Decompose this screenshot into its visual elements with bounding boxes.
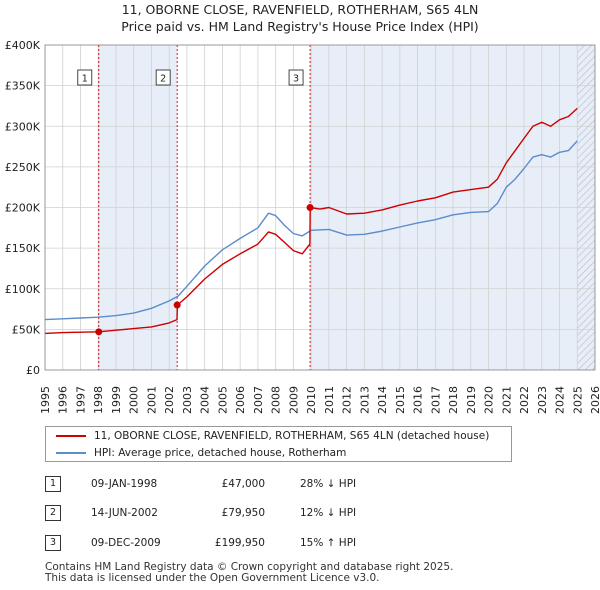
y-tick-label: £150K [5, 242, 41, 255]
x-tick-label: 1998 [92, 386, 105, 414]
chart-title: 11, OBORNE CLOSE, RAVENFIELD, ROTHERHAM,… [121, 2, 479, 17]
x-tick-label: 2014 [376, 386, 389, 414]
legend-swatch-property [56, 435, 86, 437]
x-tick-label: 2023 [536, 386, 549, 414]
sale-price: £199,950 [214, 537, 265, 549]
sale-point [95, 328, 103, 336]
x-tick-label: 2001 [145, 386, 158, 414]
chart: 1 2 3 £0 £50K £100K £150K £200K £250K £300K £350K… [5, 39, 600, 414]
x-tick-label: 2004 [199, 386, 212, 414]
legend-item-property: 11, OBORNE CLOSE, RAVENFIELD, ROTHERHAM,… [56, 428, 489, 444]
sale-number-badge: 1 [45, 476, 61, 492]
x-tick-label: 2005 [216, 386, 229, 414]
x-tick-label: 2012 [341, 386, 354, 414]
sale-point [173, 301, 181, 309]
sale-label-box [77, 69, 93, 86]
x-tick-label: 2006 [234, 386, 247, 414]
sale-number-badge: 3 [45, 535, 61, 551]
sale-label-text: 3 [293, 74, 299, 85]
gridlines [44, 44, 596, 371]
y-tick-label: £100K [5, 283, 41, 296]
legend-label-property: 11, OBORNE CLOSE, RAVENFIELD, ROTHERHAM,… [94, 430, 490, 442]
legend-swatch-hpi [56, 452, 86, 454]
y-tick-label: £0 [26, 364, 40, 377]
legend: 11, OBORNE CLOSE, RAVENFIELD, ROTHERHAM,… [45, 426, 512, 462]
x-tick-label: 2011 [323, 386, 336, 414]
x-tick-label: 1996 [57, 386, 70, 414]
x-tick-label: 2009 [287, 386, 300, 414]
sale-number-badge: 2 [45, 505, 61, 521]
x-tick-label: 2013 [358, 386, 371, 414]
sale-label-box [288, 69, 304, 86]
sale-price: £47,000 [221, 478, 265, 490]
x-tick-label: 2010 [305, 386, 318, 414]
sale-price: £79,950 [221, 507, 265, 519]
x-tick-label: 2017 [429, 386, 442, 414]
x-tick-label: 2024 [554, 386, 567, 414]
x-tick-label: 2020 [483, 386, 496, 414]
x-tick-label: 2022 [518, 386, 531, 414]
y-tick-label: £250K [5, 161, 41, 174]
sale-point [306, 204, 314, 212]
x-tick-label: 2000 [128, 386, 141, 414]
sale-date: 09-JAN-1998 [91, 478, 158, 490]
x-tick-label: 2021 [500, 386, 513, 414]
footer-license: This data is licensed under the Open Gov… [45, 572, 380, 584]
sale-hpi-diff: 12% ↓ HPI [300, 507, 357, 519]
y-tick-label: £400K [5, 39, 41, 52]
sale-hpi-diff: 28% ↓ HPI [300, 478, 357, 490]
x-tick-label: 2026 [589, 386, 600, 414]
sale-date: 09-DEC-2009 [91, 537, 161, 549]
sale-label-box [155, 69, 171, 86]
footer: Contains HM Land Registry data © Crown c… [45, 562, 453, 584]
x-tick-label: 1995 [39, 386, 52, 414]
chart-subtitle: Price paid vs. HM Land Registry's House … [121, 19, 479, 34]
hpi-series-line [44, 140, 578, 321]
sale-label-boxes: 1 2 3 [77, 69, 304, 86]
x-tick-label: 2015 [394, 386, 407, 414]
x-tick-label: 2018 [447, 386, 460, 414]
y-tick-label: £300K [5, 120, 41, 133]
sale-markers [95, 204, 314, 336]
sale-label-text: 1 [82, 74, 88, 85]
x-tick-label: 2025 [571, 386, 584, 414]
x-tick-label: 1997 [74, 386, 87, 414]
x-tick-label: 2008 [270, 386, 283, 414]
x-tick-label: 2016 [412, 386, 425, 414]
sale-date: 14-JUN-2002 [91, 507, 158, 519]
x-tick-label: 2003 [181, 386, 194, 414]
y-tick-label: £200K [5, 202, 41, 215]
sale-row: 1 09-JAN-1998 £47,000 28% ↓ HPI [45, 476, 445, 494]
y-tick-label: £50K [12, 323, 41, 336]
x-tick-label: 1999 [110, 386, 123, 414]
sale-hpi-diff: 15% ↑ HPI [300, 537, 357, 549]
axes: £0 £50K £100K £150K £200K £250K £300K £350K £400… [5, 39, 600, 414]
x-tick-label: 2019 [465, 386, 478, 414]
plot-frame [44, 44, 596, 371]
sale-row: 2 14-JUN-2002 £79,950 12% ↓ HPI [45, 505, 445, 523]
sale-label-text: 2 [160, 74, 166, 85]
legend-label-hpi: HPI: Average price, detached house, Roth… [94, 447, 347, 459]
sale-row: 3 09-DEC-2009 £199,950 15% ↑ HPI [45, 535, 445, 553]
footer-copyright: Contains HM Land Registry data © Crown c… [45, 561, 454, 573]
x-tick-label: 2007 [252, 386, 265, 414]
x-tick-label: 2002 [163, 386, 176, 414]
legend-item-hpi: HPI: Average price, detached house, Roth… [56, 445, 346, 461]
y-tick-label: £350K [5, 80, 41, 93]
